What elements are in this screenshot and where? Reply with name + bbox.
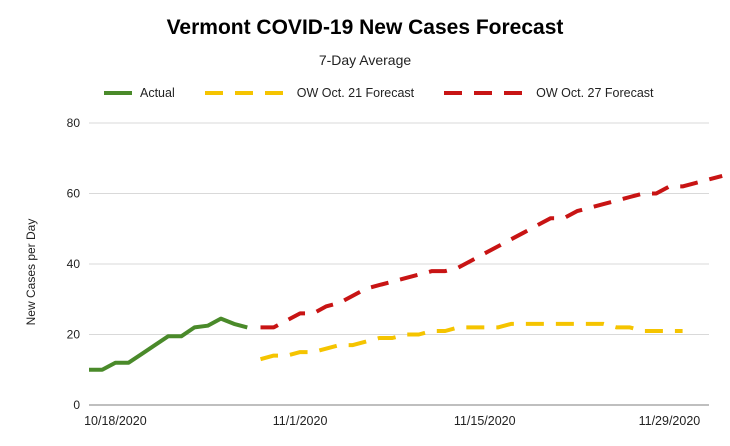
legend-swatch-actual	[104, 91, 132, 95]
y-tick-label-60: 60	[67, 187, 81, 201]
series-line-1	[259, 321, 683, 362]
legend-label-actual: Actual	[140, 86, 175, 100]
legend-label-oct27: OW Oct. 27 Forecast	[536, 86, 654, 100]
legend-item-oct27: OW Oct. 27 Forecast	[444, 86, 654, 100]
y-tick-label-80: 80	[67, 116, 81, 130]
chart-title: Vermont COVID-19 New Cases Forecast	[166, 16, 564, 39]
y-tick-label-0: 0	[73, 398, 80, 412]
legend: Actual OW Oct. 21 Forecast OW Oct. 27 Fo…	[104, 84, 684, 102]
x-tick-label-1: 11/1/2020	[273, 414, 328, 428]
series-line-0	[89, 316, 248, 372]
x-tick-label-3: 11/29/2020	[639, 414, 701, 428]
legend-swatch-oct21	[204, 91, 289, 95]
legend-label-oct21: OW Oct. 21 Forecast	[296, 86, 415, 100]
legend-item-actual: Actual	[104, 86, 175, 100]
y-tick-label-40: 40	[67, 257, 81, 271]
legend-item-oct21: OW Oct. 21 Forecast	[204, 86, 415, 100]
legend-swatch-oct27	[444, 91, 529, 95]
x-tick-label-2: 11/15/2020	[454, 414, 516, 428]
x-tick-label-0: 10/18/2020	[84, 414, 147, 428]
chart-subtitle: 7-Day Average	[318, 52, 412, 68]
series-line-2	[260, 173, 723, 330]
y-tick-label-20: 20	[67, 328, 81, 342]
